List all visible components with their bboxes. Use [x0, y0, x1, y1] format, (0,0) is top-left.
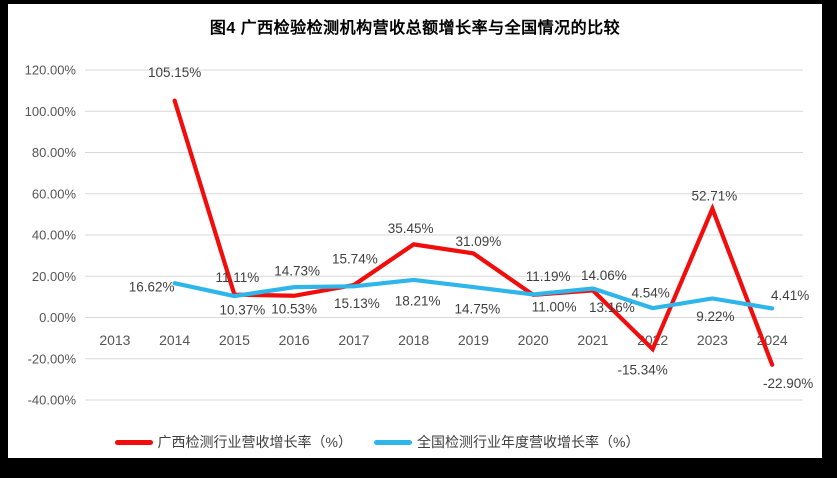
data-label: -15.34% [618, 363, 668, 378]
red-line-swatch [114, 439, 153, 445]
series-line-0 [172, 98, 775, 367]
legend-label-guangxi: 广西检测行业营收增长率（%） [157, 434, 352, 450]
y-tick-label: 120.00% [25, 63, 77, 78]
data-label: 105.15% [148, 65, 201, 80]
data-label: 11.00% [532, 299, 577, 314]
x-tick-label: 2014 [159, 332, 190, 348]
y-tick-label: 40.00% [32, 228, 77, 243]
x-tick-label: 2013 [99, 332, 130, 348]
data-label: 52.71% [692, 188, 738, 203]
blue-line-swatch [374, 439, 412, 445]
data-label: 35.45% [388, 221, 434, 236]
data-label: 15.13% [334, 296, 380, 311]
data-label: 9.22% [696, 309, 734, 324]
data-label: 16.62% [129, 280, 175, 295]
y-tick-label: -40.00% [28, 393, 77, 408]
x-tick-label: 2016 [279, 332, 310, 348]
x-tick-label: 2021 [577, 332, 608, 348]
data-label: 13.16% [589, 300, 635, 315]
data-label: -22.90% [763, 376, 813, 391]
chart-legend: 广西检测行业营收增长率（%） 全国检测行业年度营收增长率（%） [0, 432, 784, 452]
legend-label-national: 全国检测行业年度营收增长率（%） [417, 434, 640, 450]
chart-title: 图4 广西检验检测机构营收总额增长率与全国情况的比较 [209, 20, 621, 37]
x-tick-label: 2023 [697, 332, 728, 348]
data-label: 14.73% [274, 264, 320, 279]
data-label: 15.74% [332, 252, 378, 267]
x-tick-label: 2020 [518, 332, 549, 348]
x-tick-label: 2017 [338, 332, 369, 348]
y-tick-label: 0.00% [39, 310, 76, 325]
data-label: 4.41% [771, 288, 809, 303]
legend-item-national: 全国检测行业年度营收增长率（%） [374, 432, 639, 452]
data-label: 10.53% [271, 301, 317, 316]
x-tick-label: 2018 [398, 332, 429, 348]
line-chart: -40.00% -20.00% 0.00% 20.00% 40.00% 60.00% 80.… [25, 63, 814, 408]
data-label: 31.09% [456, 234, 502, 249]
data-label: 14.75% [455, 302, 501, 317]
series-line-1 [172, 277, 775, 311]
y-tick-label: -20.00% [28, 351, 77, 366]
data-label: 11.19% [526, 269, 571, 284]
data-label: 14.06% [581, 268, 627, 283]
legend-item-guangxi: 广西检测行业营收增长率（%） [114, 432, 352, 452]
data-label: 18.21% [395, 293, 441, 308]
data-label: 10.37% [220, 303, 266, 318]
y-tick-label: 80.00% [32, 145, 77, 160]
x-tick-label: 2019 [458, 332, 489, 348]
chart-canvas: 图4 广西检验检测机构营收总额增长率与全国情况的比较 -40.00% -20.00… [8, 4, 822, 458]
data-label: 11.11% [216, 270, 260, 285]
x-tick-label: 2015 [219, 332, 250, 348]
data-label: 4.54% [632, 286, 670, 301]
y-tick-label: 100.00% [25, 104, 77, 119]
y-tick-label: 60.00% [32, 186, 77, 201]
y-tick-label: 20.00% [32, 269, 77, 284]
